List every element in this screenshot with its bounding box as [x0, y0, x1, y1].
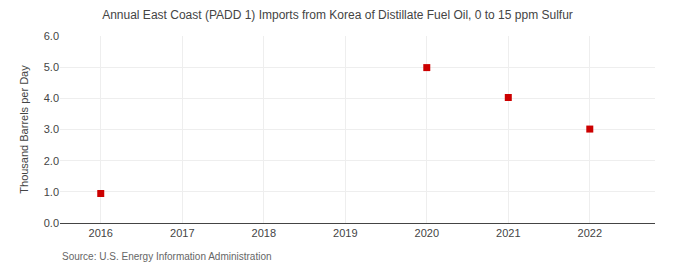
svg-text:Thousand Barrels per Day: Thousand Barrels per Day	[18, 65, 30, 194]
svg-text:1.0: 1.0	[44, 186, 59, 198]
svg-text:2.0: 2.0	[44, 155, 59, 167]
svg-text:4.0: 4.0	[44, 92, 59, 104]
svg-text:2016: 2016	[89, 227, 113, 239]
svg-text:6.0: 6.0	[44, 30, 59, 42]
svg-text:2017: 2017	[170, 227, 194, 239]
svg-text:2021: 2021	[496, 227, 520, 239]
svg-text:0.0: 0.0	[44, 217, 59, 229]
svg-text:Annual East Coast (PADD 1) Imp: Annual East Coast (PADD 1) Imports from …	[102, 8, 573, 22]
svg-text:Source: U.S. Energy Informatio: Source: U.S. Energy Information Administ…	[62, 251, 272, 262]
svg-text:2022: 2022	[578, 227, 602, 239]
svg-text:3.0: 3.0	[44, 123, 59, 135]
svg-text:5.0: 5.0	[44, 61, 59, 73]
svg-text:2020: 2020	[415, 227, 439, 239]
svg-text:2019: 2019	[333, 227, 357, 239]
svg-text:2018: 2018	[252, 227, 276, 239]
